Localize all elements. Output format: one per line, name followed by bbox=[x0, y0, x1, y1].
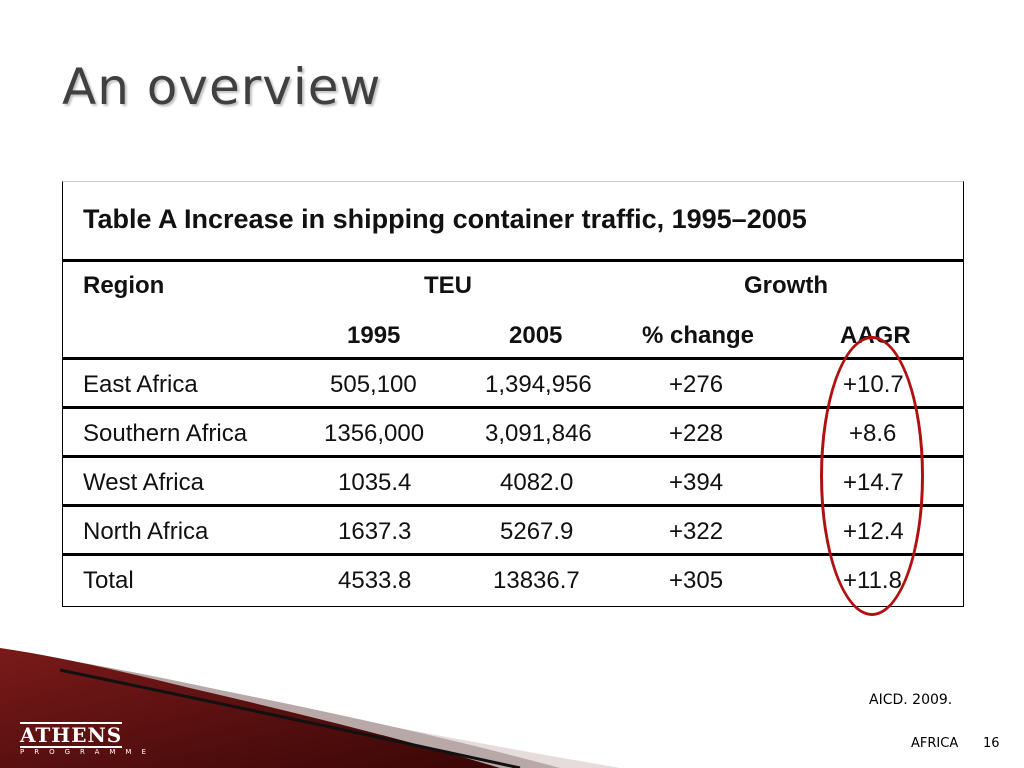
table-rule bbox=[63, 455, 963, 458]
cell-region: Southern Africa bbox=[83, 420, 248, 447]
header-teu: TEU bbox=[424, 272, 472, 299]
table-rule bbox=[63, 357, 963, 360]
slide-title: An overview bbox=[62, 58, 382, 116]
table-rule bbox=[63, 259, 963, 262]
footer-swoosh bbox=[0, 648, 620, 768]
page-number: 16 bbox=[983, 736, 1000, 751]
cell-aagr: +14.7 bbox=[843, 469, 904, 496]
table-caption: Table A Increase in shipping container t… bbox=[83, 204, 807, 234]
athens-logo: ATHENS bbox=[20, 722, 123, 748]
cell-pct-change: +228 bbox=[669, 420, 724, 447]
cell-2005: 3,091,846 bbox=[485, 420, 592, 447]
cell-1995: 4533.8 bbox=[338, 567, 412, 594]
table-rule bbox=[63, 504, 963, 507]
data-table: Table A Increase in shipping container t… bbox=[62, 181, 964, 616]
cell-1995: 1035.4 bbox=[338, 469, 412, 496]
cell-region: West Africa bbox=[83, 469, 204, 496]
header-aagr: AAGR bbox=[840, 322, 911, 349]
footer-section: AFRICA bbox=[911, 736, 959, 751]
table-rule bbox=[63, 406, 963, 409]
cell-aagr: +8.6 bbox=[849, 420, 897, 447]
cell-aagr: +10.7 bbox=[843, 371, 904, 398]
header-2005: 2005 bbox=[509, 322, 563, 349]
source-citation: AICD. 2009. bbox=[869, 692, 953, 708]
cell-1995: 1637.3 bbox=[338, 518, 412, 545]
header-pct-change: % change bbox=[642, 322, 755, 349]
cell-region: North Africa bbox=[83, 518, 209, 545]
header-region: Region bbox=[83, 272, 165, 299]
cell-aagr: +12.4 bbox=[843, 518, 904, 545]
cell-pct-change: +276 bbox=[669, 371, 724, 398]
cell-aagr: +11.8 bbox=[843, 567, 902, 594]
cell-2005: 13836.7 bbox=[493, 567, 580, 594]
athens-logo-tagline: PROGRAMME bbox=[20, 748, 156, 756]
cell-pct-change: +322 bbox=[669, 518, 724, 545]
cell-region: East Africa bbox=[83, 371, 198, 398]
cell-region: Total bbox=[83, 567, 134, 594]
cell-2005: 4082.0 bbox=[500, 469, 574, 496]
header-1995: 1995 bbox=[347, 322, 401, 349]
header-growth: Growth bbox=[744, 272, 828, 299]
cell-pct-change: +305 bbox=[669, 567, 724, 594]
cell-2005: 1,394,956 bbox=[485, 371, 592, 398]
cell-1995: 1356,000 bbox=[324, 420, 425, 447]
cell-pct-change: +394 bbox=[669, 469, 724, 496]
table-rule bbox=[63, 553, 963, 556]
cell-1995: 505,100 bbox=[330, 371, 417, 398]
cell-2005: 5267.9 bbox=[500, 518, 574, 545]
